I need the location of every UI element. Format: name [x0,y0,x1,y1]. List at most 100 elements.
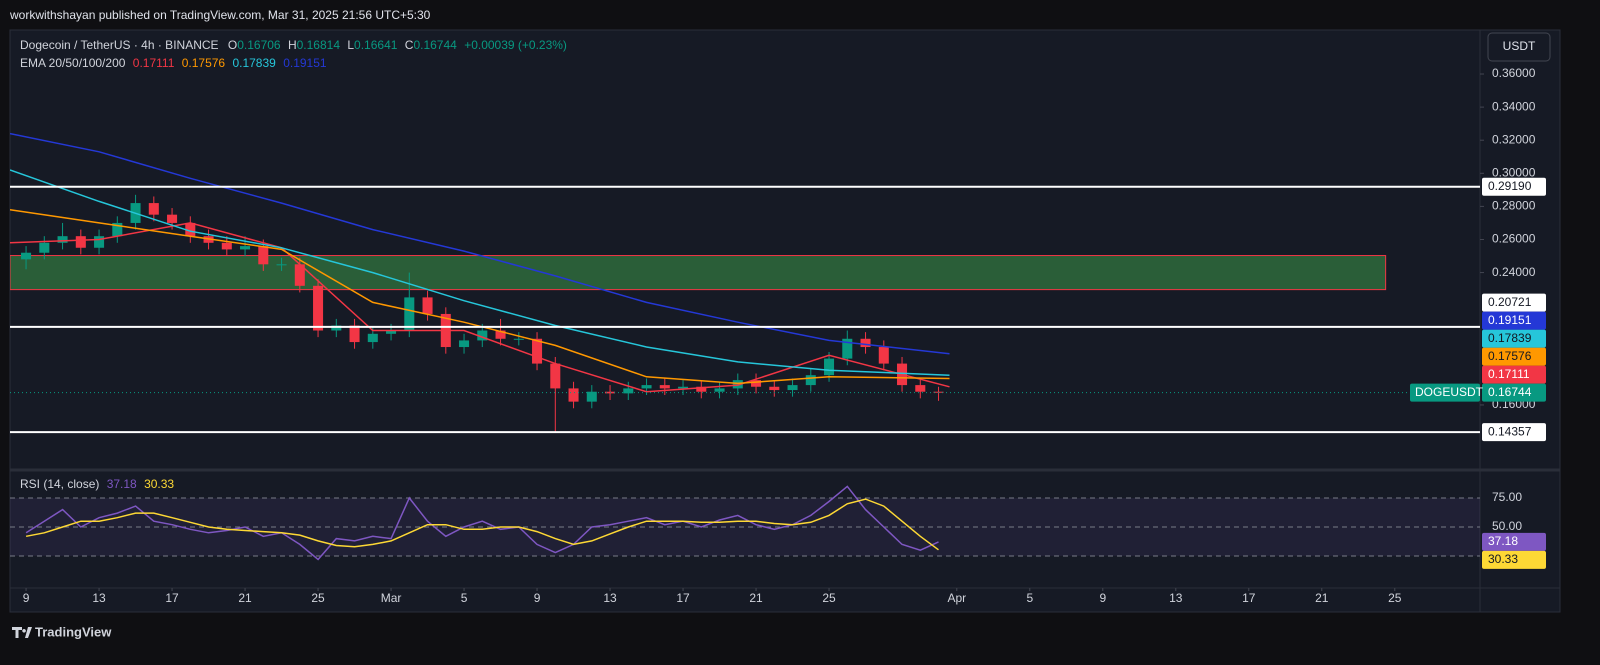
ohlc-key: O [228,38,237,52]
ohlc-key: L [347,38,354,52]
ohlc-value: 0.16744 [413,38,457,52]
candle-body [185,222,196,237]
ohlc-value: 0.16706 [237,38,281,52]
series-line [10,208,950,385]
x-tick-label: 9 [1099,591,1106,605]
rsi-value: 37.18 [107,477,137,491]
axis-badge [1482,311,1546,330]
x-tick-label: 17 [676,591,690,605]
candle-body [148,203,159,215]
axis-badge [1482,365,1546,384]
axis-badge [1482,423,1546,442]
candle-body [112,222,123,237]
x-tick-label: 17 [1242,591,1256,605]
axis-badge-label: 0.20721 [1488,295,1532,309]
ema-value: 0.17839 [232,56,276,70]
candle-body [732,380,743,389]
ohlc-value: 0.16641 [354,38,398,52]
candle-body [860,338,871,348]
x-tick-label: 13 [1169,591,1183,605]
candle-body [678,386,689,389]
candle-body [513,338,524,340]
panes: 0.36000 0.34000 0.32000 0.30000 0.28000 0.260… [10,66,1546,605]
series-line [25,485,939,561]
x-tick-label: 13 [92,591,106,605]
candle-body [294,264,305,286]
legend: Dogecoin / TetherUS · 4h · BINANCE O0.16… [20,38,567,52]
candle-body [878,347,889,364]
change: +0.00039 (+0.23%) [464,38,567,52]
x-tick-label: 25 [1388,591,1402,605]
candle-body [349,325,360,343]
ohlc-key: C [405,38,414,52]
candle-body [915,385,926,392]
x-tick-label: 9 [534,591,541,605]
ema-legend: EMA 20/50/100/200 0.17111 0.17576 0.1783… [20,56,327,70]
ema-value: 0.19151 [283,56,327,70]
candle-body [240,246,251,250]
brand: TradingView [35,624,112,639]
candle-body [459,340,470,348]
series-line [25,498,939,551]
axis-badge-label: 0.14357 [1488,424,1532,438]
publisher: workwithshayan published on TradingView.… [9,8,431,22]
candle-body [21,252,32,260]
axis-badge [1482,383,1546,402]
candle-body [276,264,287,266]
axis-badge [1482,550,1546,569]
x-tick-label: 21 [749,591,763,605]
candle-body [532,338,543,364]
symbol: Dogecoin / TetherUS · 4h · BINANCE [20,38,219,52]
x-tick-label: 25 [311,591,325,605]
x-tick-label: 17 [165,591,179,605]
candle-body [94,236,105,248]
y-tick-label: 75.00 [1492,490,1522,504]
candle-body [568,388,579,402]
ema-value: 0.17111 [133,56,175,70]
x-tick-label: 5 [1026,591,1033,605]
ema-value: 0.17576 [182,56,226,70]
currency-label[interactable]: USDT [1503,39,1536,53]
axis-badge [1482,347,1546,366]
axis-badge-label: 0.17839 [1488,331,1532,345]
ohlc-key: H [288,38,297,52]
y-tick-label: 0.24000 [1492,265,1536,279]
axis-badge-label: 0.17576 [1488,349,1532,363]
x-tick-label: 25 [822,591,836,605]
currency-button[interactable] [1487,32,1551,62]
logo [12,627,32,638]
candle-body [641,385,652,389]
axis-badge [1482,293,1546,312]
axis-badge-label: 0.29190 [1488,179,1532,193]
y-tick-label: 0.30000 [1492,165,1536,179]
axis-badge-label: 0.16744 [1488,385,1532,399]
axis-badge-label: 0.19151 [1488,313,1532,327]
axis-badge [1482,532,1546,551]
y-tick-label: 0.36000 [1492,66,1536,80]
candle-body [258,246,269,265]
ema-title: EMA 20/50/100/200 [20,56,126,70]
x-tick-label: 21 [238,591,252,605]
candle-body [331,325,342,331]
candle-body [787,385,798,391]
candle-body [75,236,86,248]
y-tick-label: 0.32000 [1492,132,1536,146]
candle-body [714,388,725,392]
x-tick-label: Mar [381,591,402,605]
series-line [10,222,950,393]
candle-body [477,330,488,341]
chart-area [9,29,1561,613]
y-tick-label: 0.26000 [1492,232,1536,246]
axis-badge [1482,177,1546,196]
candle-body [824,358,835,376]
axis-badge-label: 0.17111 [1488,367,1530,381]
rsi-title: RSI (14, close) [20,477,99,491]
candle-body [586,391,597,402]
y-tick-label: 0.28000 [1492,199,1536,213]
candle-body [495,330,506,339]
ohlc-value: 0.16814 [297,38,341,52]
series-line [10,132,950,355]
candle-body [550,363,561,389]
candle-body [696,386,707,392]
candle-body [57,236,68,243]
